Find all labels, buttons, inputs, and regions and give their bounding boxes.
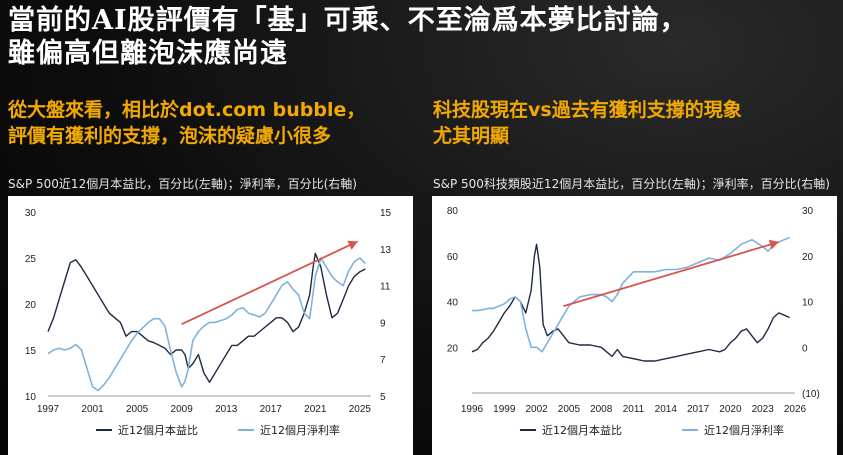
right-subtitle: 科技股現在vs過去有獲利支撐的現象 尤其明顯 xyxy=(433,97,843,149)
trend-arrow-line xyxy=(181,240,359,326)
y-right-tick-label: (10) xyxy=(802,389,820,400)
x-tick-label: 2014 xyxy=(655,404,678,415)
x-tick-label: 2021 xyxy=(304,404,327,415)
net-margin-series-line xyxy=(47,257,366,392)
right-chart-panel: 1996 1999 2002 2005 2008 2011 2014 2017 2020 2023… xyxy=(432,196,837,455)
legend-margin-label: 近12個月淨利率 xyxy=(260,423,340,437)
pe-ratio-series-line xyxy=(471,243,790,362)
right-subtitle-line-2: 尤其明顯 xyxy=(433,125,510,147)
y-right-tick-label: 0 xyxy=(802,343,808,354)
legend-margin-label: 近12個月淨利率 xyxy=(704,423,784,437)
y-right-tick-label: 15 xyxy=(380,208,392,219)
x-tick-label: 2005 xyxy=(126,404,149,415)
y-right-tick-label: 20 xyxy=(802,252,814,263)
headline: 當前的AI股評價有「基」可乘、不至淪爲本夢比討論， 雖偏高但離泡沫應尚遠 xyxy=(8,4,838,70)
y-left-tick-label: 20 xyxy=(447,343,459,354)
y-left-tick-label: 60 xyxy=(447,252,459,263)
legend-pe-label: 近12個月本益比 xyxy=(118,423,198,437)
y-left-tick-label: 80 xyxy=(447,206,459,217)
x-tick-label: 2011 xyxy=(623,404,645,415)
trend-arrow-head xyxy=(768,239,779,250)
x-tick-label: 2017 xyxy=(260,404,283,415)
y-right-tick-label: 30 xyxy=(802,206,814,217)
y-left-tick-label: 25 xyxy=(25,254,37,265)
right-chart-caption: S&P 500科技類股近12個月本益比，百分比(左軸)；淨利率，百分比(右軸) xyxy=(433,177,830,191)
left-chart-panel: 1997 2001 2005 2009 2013 2017 2021 2025 10 15 20 25… xyxy=(8,196,413,455)
x-tick-label: 1999 xyxy=(493,404,516,415)
x-tick-label: 2008 xyxy=(590,404,613,415)
y-right-tick-label: 5 xyxy=(380,392,386,403)
x-tick-label: 2026 xyxy=(784,404,807,415)
trend-arrow-head xyxy=(347,240,358,250)
left-subtitle: 從大盤來看，相比於dot.com bubble， 評價有獲利的支撐，泡沫的疑慮小… xyxy=(8,97,428,149)
x-tick-label: 1996 xyxy=(461,404,484,415)
y-right-tick-label: 11 xyxy=(380,282,391,293)
x-tick-label: 2020 xyxy=(719,404,742,415)
right-subtitle-line-1: 科技股現在vs過去有獲利支撐的現象 xyxy=(433,99,742,121)
y-right-tick-label: 9 xyxy=(380,318,386,329)
x-tick-label: 1997 xyxy=(37,404,60,415)
x-tick-label: 2005 xyxy=(558,404,581,415)
x-tick-label: 2009 xyxy=(171,404,194,415)
headline-line-2: 雖偏高但離泡沫應尚遠 xyxy=(8,38,288,69)
x-tick-label: 2013 xyxy=(215,404,238,415)
left-chart-caption: S&P 500近12個月本益比，百分比(左軸)；淨利率，百分比(右軸) xyxy=(8,177,357,191)
left-chart: 1997 2001 2005 2009 2013 2017 2021 202510152025… xyxy=(25,208,392,437)
x-tick-label: 2025 xyxy=(349,404,372,415)
y-left-tick-label: 20 xyxy=(25,300,37,311)
y-left-tick-label: 15 xyxy=(25,346,37,357)
y-right-tick-label: 13 xyxy=(380,245,392,256)
trend-arrow-line xyxy=(563,241,780,307)
y-right-tick-label: 7 xyxy=(380,355,386,366)
y-left-tick-label: 30 xyxy=(25,208,37,219)
y-right-tick-label: 10 xyxy=(802,298,814,309)
headline-line-1: 當前的AI股評價有「基」可乘、不至淪爲本夢比討論， xyxy=(8,5,688,36)
x-tick-label: 2023 xyxy=(752,404,775,415)
x-tick-label: 2017 xyxy=(687,404,710,415)
left-subtitle-line-1: 從大盤來看，相比於dot.com bubble， xyxy=(8,99,366,121)
x-tick-label: 2002 xyxy=(525,404,548,415)
net-margin-series-line xyxy=(472,236,790,353)
x-tick-label: 2001 xyxy=(81,404,104,415)
left-subtitle-line-2: 評價有獲利的支撐，泡沫的疑慮小很多 xyxy=(8,125,332,147)
y-left-tick-label: 10 xyxy=(25,392,37,403)
pe-ratio-series-line xyxy=(47,252,366,383)
right-chart: 1996 1999 2002 2005 2008 2011 2014 2017 2020 2023… xyxy=(447,206,820,437)
y-left-tick-label: 40 xyxy=(447,298,459,309)
legend-pe-label: 近12個月本益比 xyxy=(542,423,622,437)
